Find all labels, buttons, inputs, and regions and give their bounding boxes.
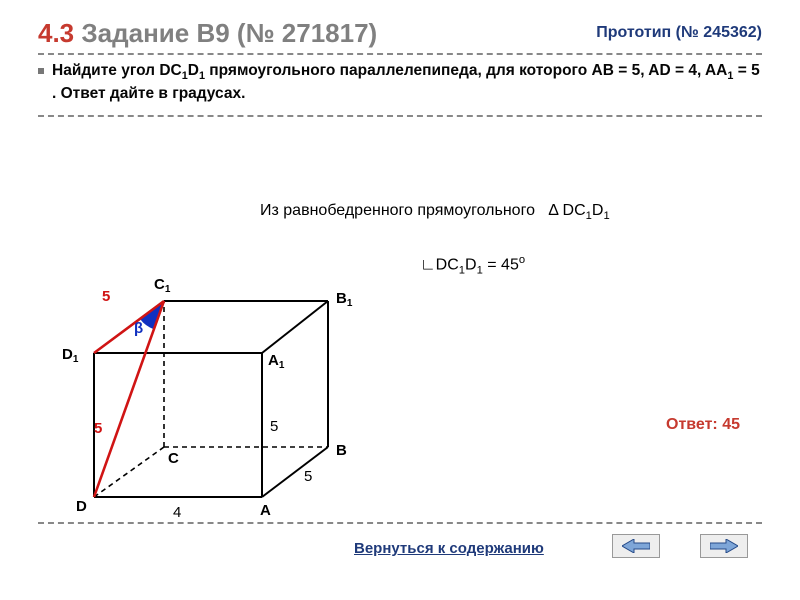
svg-text:B: B bbox=[336, 442, 347, 459]
svg-text:C1: C1 bbox=[154, 276, 171, 295]
svg-text:5: 5 bbox=[270, 418, 278, 435]
problem-statement: Найдите угол DC1D1 прямоугольного паралл… bbox=[0, 55, 800, 105]
svg-text:A1: A1 bbox=[268, 352, 285, 371]
svg-text:D: D bbox=[76, 498, 87, 515]
chevron-right-icon bbox=[710, 539, 738, 553]
svg-text:B1: B1 bbox=[336, 290, 353, 309]
chevron-left-icon bbox=[622, 539, 650, 553]
svg-text:4: 4 bbox=[173, 504, 181, 521]
svg-text:5: 5 bbox=[94, 420, 102, 437]
prototype-label: Прототип (№ 245362) bbox=[596, 18, 762, 42]
task-title: Задание B9 (№ 271817) bbox=[81, 18, 377, 48]
angle-value: ∟DС1D1 = 45o bbox=[420, 254, 525, 277]
svg-text:5: 5 bbox=[102, 288, 110, 305]
problem-text: Найдите угол DC1D1 прямоугольного паралл… bbox=[52, 62, 760, 102]
svg-text:C: C bbox=[168, 450, 179, 467]
prev-button[interactable] bbox=[612, 534, 660, 558]
bullet-icon bbox=[38, 68, 44, 74]
back-to-contents-link[interactable]: Вернуться к содержанию bbox=[354, 540, 544, 557]
svg-text:A: A bbox=[260, 502, 271, 519]
explanation-line: Из равнобедренного прямоугольного Δ DС1D… bbox=[260, 202, 610, 222]
divider-bottom bbox=[38, 522, 762, 524]
box-diagram: β D A B C D1 A1 B1 C1 4 5 5 5 5 bbox=[38, 255, 398, 535]
next-button[interactable] bbox=[700, 534, 748, 558]
svg-text:D1: D1 bbox=[62, 346, 79, 365]
divider-mid bbox=[38, 115, 762, 117]
section-number: 4.3 bbox=[38, 18, 74, 48]
svg-text:β: β bbox=[134, 320, 143, 337]
svg-text:5: 5 bbox=[304, 468, 312, 485]
answer-text: Ответ: 45 bbox=[666, 416, 740, 434]
